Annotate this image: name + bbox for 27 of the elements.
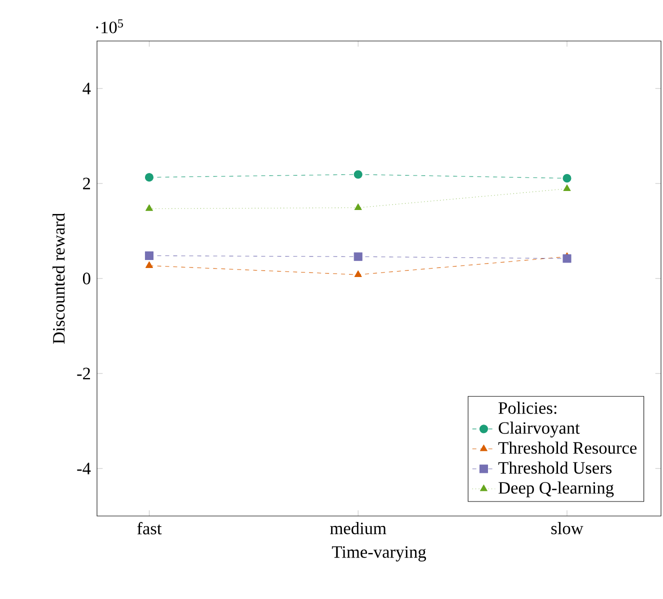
y-tick-label: -2 xyxy=(77,368,90,380)
point xyxy=(144,173,154,182)
point xyxy=(354,270,362,277)
point xyxy=(354,252,362,261)
point xyxy=(145,261,153,268)
legend-label: Threshold Users xyxy=(498,462,612,474)
y-axis-title: Discounted reward xyxy=(52,213,65,344)
point xyxy=(563,184,571,191)
x-axis-title: Time-varying xyxy=(332,546,426,562)
text: ·10$^{5}$ xyxy=(96,19,123,34)
y-tick-label: 2 xyxy=(83,178,90,190)
legend-label: Threshold Resource xyxy=(498,442,637,454)
y-tick-label: -4 xyxy=(77,462,91,474)
point xyxy=(354,203,362,210)
y-tick-label: 0 xyxy=(82,272,90,284)
legend-label: Clairvoyant xyxy=(498,422,580,438)
y-tick-label: 4 xyxy=(82,82,91,94)
point xyxy=(354,170,362,179)
x-tick-label: medium xyxy=(330,522,386,534)
x-tick-label: fast xyxy=(137,522,162,534)
point xyxy=(145,204,153,211)
legend-title: Policies: xyxy=(498,402,556,414)
legend-label: Deep Q-learning xyxy=(498,482,614,498)
point xyxy=(562,254,572,263)
point xyxy=(562,174,572,183)
x-tick-label: slow xyxy=(551,522,584,534)
point xyxy=(144,251,154,260)
